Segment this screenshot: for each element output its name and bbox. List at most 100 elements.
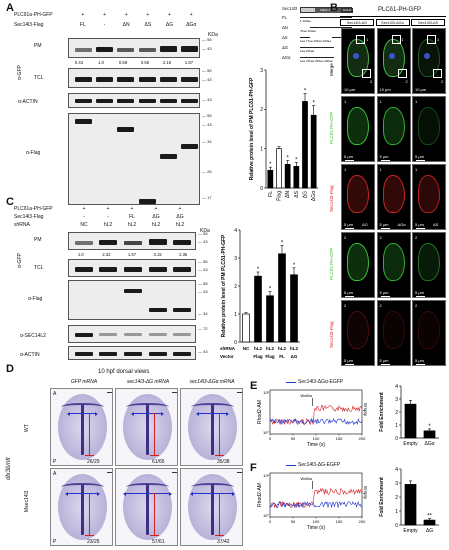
bar-0 [404, 403, 417, 439]
b-row-label-0: Merge [329, 63, 334, 76]
sec14-marks-c: - - FL ΔG ΔG [72, 214, 192, 221]
sec14-mark-c-4: ΔG [176, 214, 184, 220]
micrograph-r4-c0: 2 5 μm [341, 300, 375, 366]
x-tick-label-3: 150 [336, 436, 343, 441]
count-r1-c2: 37/42 [217, 539, 230, 545]
pm-label-c: PM [34, 237, 42, 243]
aflag-label-c: α-Flag [28, 296, 43, 302]
domain-row-nums-1: 75aa 400aa [300, 29, 316, 33]
tcl-label-c: TCL [34, 265, 44, 271]
mw-c-4: — 55 [198, 281, 208, 286]
mw-a-2: — 55 [202, 68, 212, 73]
x-tick-label-3: ΔS [294, 190, 300, 197]
b-row-label-1: PLCδ1-PH-GFP [329, 111, 334, 144]
mw-a-7: — 34 [202, 139, 212, 144]
empty-side-label: Empty [363, 403, 368, 417]
count-r1-c1: 57/61 [152, 539, 165, 545]
x-tick-label-0: FL [268, 191, 274, 197]
domain-row-label-2: ΔS [282, 35, 288, 40]
plc-mark-c-4: + [178, 206, 182, 212]
y-tick-label-1: 1 [234, 312, 237, 318]
domain-row-nums-3: 1aa 246aa [300, 49, 315, 53]
x-tick-label-5: ΔGα [311, 191, 317, 201]
scale-label-r1-c1: 5 μm [379, 154, 389, 159]
quant-a-1: 1.0 [98, 60, 104, 65]
star-1: ** [427, 514, 432, 520]
panel-b-title: PLCδ1-PH-GFP [378, 7, 422, 13]
bar-2 [284, 164, 291, 189]
domain-row-label-4: ΔGα [282, 55, 291, 60]
quant-row-a: 0.43 1.0 0.59 0.56 2.18 1.87 [68, 60, 200, 66]
plc-mark-c-0: + [82, 206, 86, 212]
legend-swatch-f [286, 465, 296, 467]
actin-label-c: α-ACTIN [20, 352, 40, 358]
domain-row-nums-0: 1 400aa [300, 19, 311, 23]
scale-label-merge-c1: 10 μm [379, 87, 391, 92]
cell-shape-r2-c1 [382, 175, 405, 213]
star-4: * [293, 263, 296, 269]
shrna-tick-2: hL2 [266, 346, 274, 351]
arrowhead-r-r0-c0 [95, 411, 98, 416]
y-tick-label-2: 2 [395, 410, 398, 416]
plot-frame [269, 389, 363, 435]
arrowhead-l-r1-c2 [190, 491, 193, 496]
sec14-mark-a-2: ΔN [122, 22, 130, 28]
scalebar-r1-c1 [380, 160, 390, 161]
x-tick-label-3: FL [279, 354, 285, 359]
dlx-stain-r0-c2 [191, 403, 234, 411]
x-tick-label-1: ΔGα [424, 441, 434, 447]
width-arrow-r1-c2 [192, 493, 232, 495]
scalebar-r4-c0 [345, 364, 354, 365]
y-axis-label: Relative protein level of PM PLCδ1-PH-GF… [221, 234, 227, 337]
arrowhead-r-r0-c1 [161, 411, 164, 416]
domain-row-line-3 [300, 47, 334, 48]
panel-label-f: F [250, 462, 257, 474]
cell-shape-r4-c2 [418, 311, 440, 349]
bar-1 [423, 519, 436, 526]
length-line-r0-c2 [219, 413, 220, 455]
nucleus-r0-c2 [424, 53, 430, 59]
plc-row-label-a: PLCδ1a-PH-GFP [14, 12, 53, 18]
ntl-stain-r0-c0 [81, 403, 84, 455]
inset-num2-c2: 2 [441, 79, 444, 84]
width-arrow-r1-c1 [125, 493, 169, 495]
mw-c-8: — 43 [198, 349, 208, 354]
panel-b-row-labels: Merge PLCδ1-PH-GFP Sec14l3-Flag PLCδ1-PH-GF… [328, 28, 340, 368]
kda-label-c: KDa [200, 228, 210, 234]
scalebar-r2-c2 [416, 228, 425, 229]
x-tick-label-2: 100 [313, 519, 320, 524]
cell-shape-r4-c1 [382, 311, 405, 349]
nucleus-r0-c1 [388, 53, 395, 59]
domain-row-label-1: ΔN [282, 25, 288, 30]
x-tick-label-1: 50 [291, 519, 296, 524]
gene-label: dlx3b/ntl [6, 457, 12, 480]
cell-shape-r1-c0 [347, 107, 369, 145]
y-tick-label-0: 0 [395, 523, 398, 529]
zoom-num-r3-c0: 2 [344, 235, 347, 240]
dlx-stain-r0-c0 [61, 403, 104, 411]
embryo-panel-r0-c1: 61/65 [115, 388, 178, 466]
panel-d-title: 10 hpf dorsal views [98, 369, 150, 375]
shrna-mark-c-4: hL2 [175, 222, 185, 228]
trace-e: Wnt5a Empty 0 50 100 150 200 10² 10⁰ Time (s) Rhod… [257, 389, 368, 448]
quant-c-3: 3.15 [153, 252, 162, 257]
actin-blot-a [68, 93, 200, 108]
arrowhead-l-r0-c0 [67, 411, 70, 416]
axis-p-r0: P [53, 459, 57, 465]
width-arrow-r0-c2 [198, 413, 226, 415]
count-r1-c0: 23/25 [87, 539, 100, 545]
domain-row-nums-4: 1aa 246aa 395aa 400aa [300, 59, 333, 63]
x-tick-label-4: ΔG [291, 354, 298, 359]
quant-c-4: 2.36 [179, 252, 188, 257]
bar-chart-e: 0 1 2 3 4 Empty * ΔGα Fold Enrichment [379, 384, 439, 447]
plc-mark-a-2: + [124, 12, 128, 18]
panel-b-column-headers: Sec14l3-ΔG Sec14l3-ΔGα Sec14l3-ΔS [340, 19, 446, 26]
x-tick-label-0: Empty [403, 441, 418, 447]
cell-shape-r3-c2 [418, 243, 440, 281]
x-row-label-shrna: shRNA [220, 346, 236, 351]
arrowhead-l-r0-c1 [131, 411, 134, 416]
zoom-num-r3-c2: 2 [415, 235, 418, 240]
y-bottom-label: 10⁰ [263, 513, 269, 518]
scale-label-merge-c2: 10 μm [415, 87, 427, 92]
wnt5a-label: Wnt5a [300, 393, 312, 398]
